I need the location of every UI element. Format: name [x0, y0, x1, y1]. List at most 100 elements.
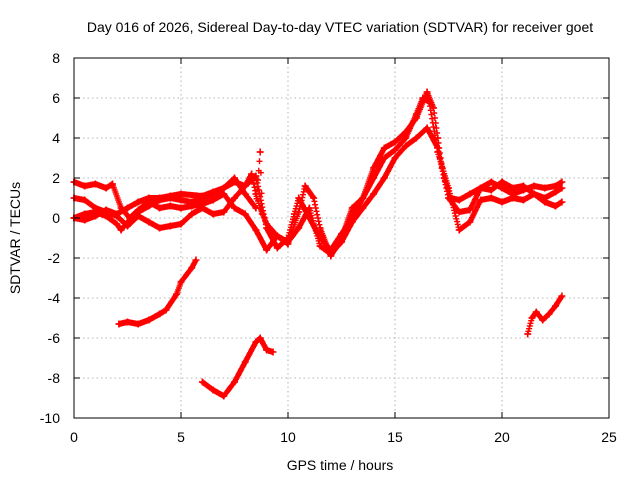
data-point — [188, 210, 196, 218]
data-point — [177, 220, 185, 228]
data-point — [552, 302, 559, 310]
data-point — [558, 184, 566, 192]
data-point — [487, 178, 495, 186]
data-point — [263, 346, 271, 354]
data-point — [273, 244, 281, 252]
data-point — [124, 318, 131, 326]
y-axis-ticks — [74, 57, 609, 419]
data-point — [359, 194, 367, 202]
data-point — [539, 316, 547, 324]
x-tick-labels: 0 5 10 15 20 25 — [70, 429, 617, 445]
data-point — [391, 154, 399, 162]
data-point — [198, 204, 206, 212]
data-point — [273, 232, 281, 240]
data-point — [145, 218, 153, 226]
data-point — [301, 182, 309, 190]
data-point — [134, 208, 142, 216]
data-point — [209, 196, 217, 204]
x-tick-label: 15 — [387, 429, 403, 445]
y-tick-label: -6 — [48, 330, 61, 346]
data-point — [241, 358, 249, 366]
data-point — [310, 194, 318, 202]
data-point — [558, 178, 566, 186]
data-point — [117, 204, 125, 212]
data-point — [252, 226, 260, 234]
data-point — [81, 196, 89, 204]
data-point — [487, 186, 495, 194]
x-tick-label: 0 — [70, 429, 78, 445]
data-point — [380, 154, 388, 162]
data-point — [425, 98, 433, 106]
data-point — [177, 278, 185, 286]
data-point — [445, 184, 452, 192]
series-sat-e — [115, 256, 200, 328]
data-point — [305, 214, 313, 222]
data-point — [241, 190, 249, 198]
x-tick-label: 20 — [494, 429, 510, 445]
data-point — [477, 184, 485, 192]
data-point — [188, 264, 196, 272]
data-point — [109, 180, 117, 188]
data-point — [156, 224, 164, 232]
y-tick-label: -10 — [40, 410, 60, 426]
data-point — [316, 242, 324, 250]
data-point — [532, 308, 540, 316]
y-tick-label: -4 — [48, 290, 61, 306]
data-point — [552, 202, 559, 210]
data-series-layer — [70, 88, 566, 400]
y-tick-label: 2 — [52, 170, 60, 186]
data-point — [166, 202, 174, 210]
x-tick-label: 25 — [601, 429, 617, 445]
data-point — [156, 204, 164, 212]
series-sat-f — [198, 334, 277, 400]
data-point — [466, 218, 474, 226]
data-point — [477, 196, 485, 204]
data-point — [552, 182, 559, 190]
data-point — [115, 320, 123, 328]
data-point — [156, 196, 164, 204]
data-point — [402, 142, 410, 150]
data-point — [558, 292, 566, 300]
data-point — [81, 182, 89, 190]
data-point — [402, 134, 410, 142]
data-point — [380, 144, 388, 152]
data-point — [231, 378, 238, 386]
y-tick-labels: 8 6 4 2 0 -2 -4 -6 -8 -10 — [40, 50, 60, 426]
data-point — [498, 178, 506, 186]
data-point — [198, 194, 206, 202]
data-point — [177, 196, 185, 204]
series-sat-d — [70, 148, 266, 234]
y-tick-label: 6 — [52, 90, 60, 106]
data-point — [102, 184, 110, 192]
data-point — [173, 290, 181, 298]
data-point — [391, 146, 399, 154]
data-point — [220, 190, 228, 198]
data-point — [166, 222, 174, 230]
y-tick-label: 4 — [52, 130, 60, 146]
data-point — [198, 378, 206, 386]
data-point — [263, 224, 271, 232]
x-axis-label: GPS time / hours — [287, 457, 394, 473]
data-point — [498, 198, 506, 206]
y-tick-label: 8 — [52, 50, 60, 66]
data-point — [380, 174, 388, 182]
data-point — [552, 188, 559, 196]
data-point — [113, 220, 121, 228]
data-point — [327, 246, 335, 254]
data-point — [156, 310, 164, 318]
data-point — [252, 172, 260, 180]
data-point — [258, 210, 266, 218]
data-point — [455, 196, 463, 204]
data-point — [338, 230, 345, 238]
data-point — [162, 306, 170, 314]
data-point — [81, 210, 89, 218]
data-point — [252, 204, 260, 212]
data-point — [290, 210, 298, 218]
data-point — [192, 256, 200, 264]
data-point — [466, 206, 474, 214]
data-point — [209, 210, 217, 218]
y-axis-label: SDTVAR / TECUs — [7, 182, 23, 294]
data-point — [558, 198, 566, 206]
data-point — [220, 208, 228, 216]
